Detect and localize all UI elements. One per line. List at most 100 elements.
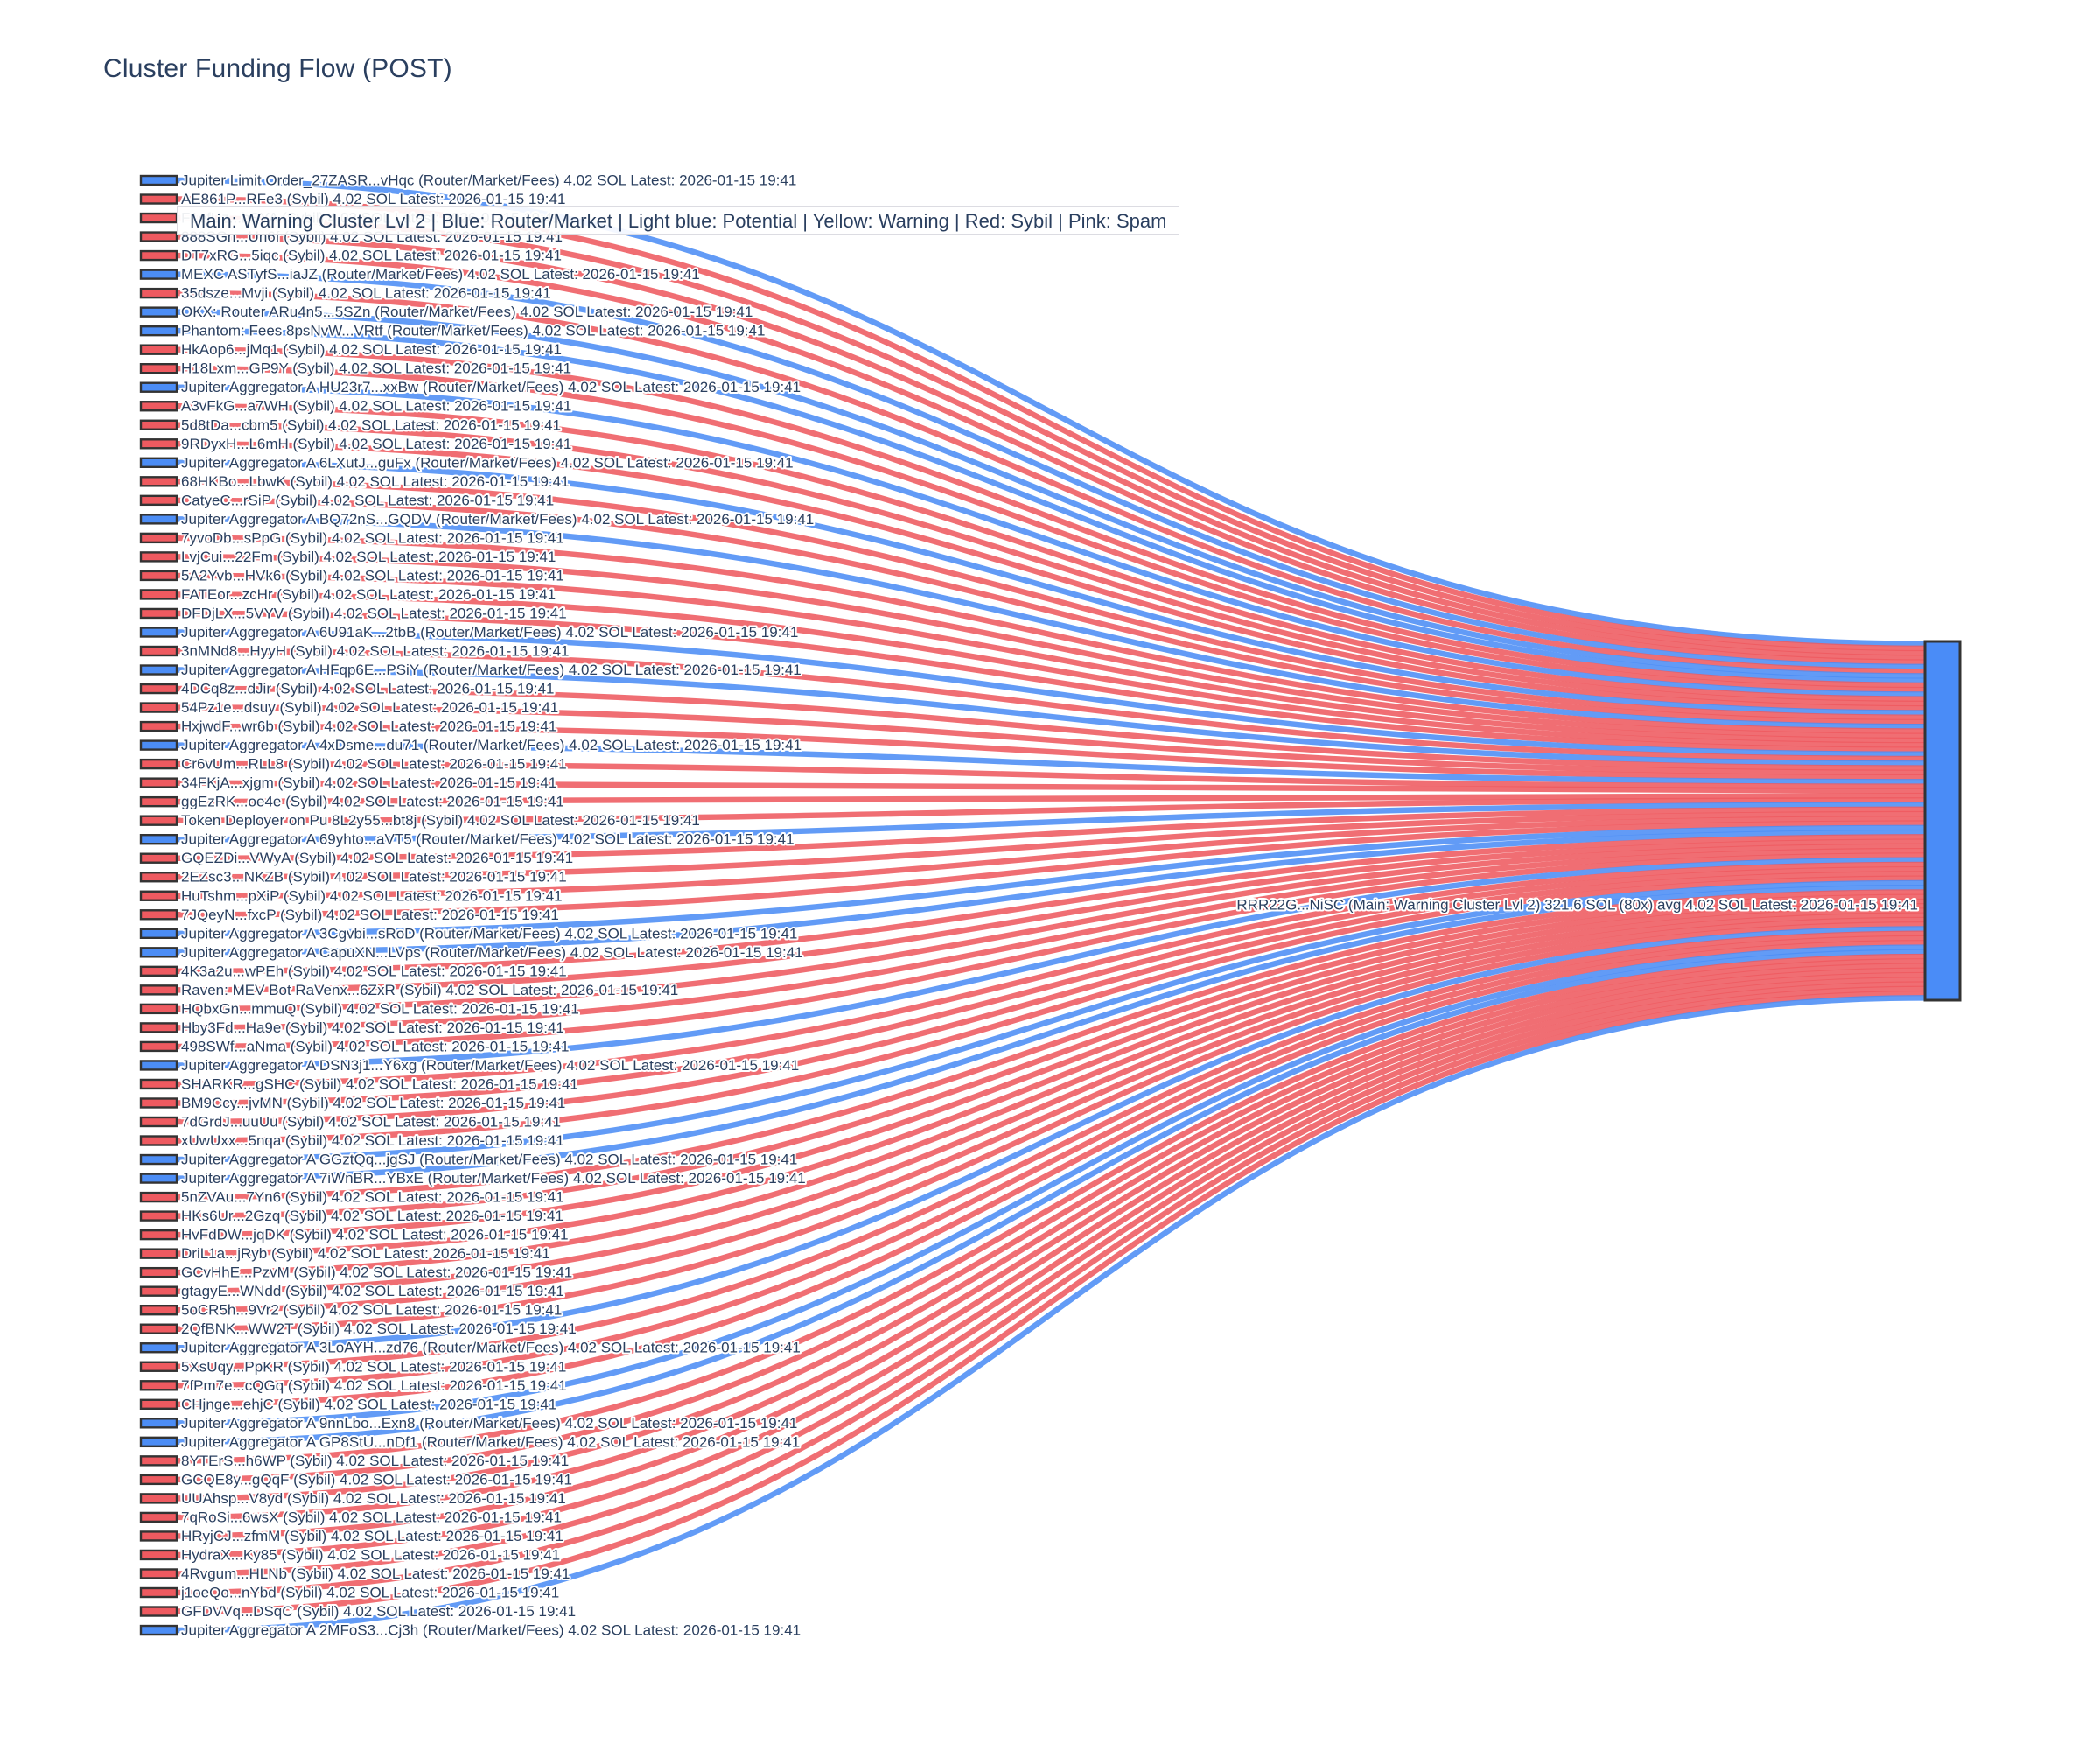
source-node[interactable] — [139, 777, 178, 788]
source-node[interactable] — [139, 1361, 178, 1372]
flow-link[interactable] — [176, 976, 1926, 1558]
flow-link[interactable] — [176, 948, 1926, 1446]
source-node[interactable] — [139, 1040, 178, 1053]
flow-link[interactable] — [176, 852, 1926, 1050]
flow-link[interactable] — [176, 365, 1926, 693]
source-node[interactable] — [139, 834, 178, 845]
flow-link[interactable] — [176, 610, 1926, 752]
flow-link[interactable] — [176, 648, 1926, 762]
flow-link[interactable] — [176, 981, 1926, 1577]
source-node[interactable] — [139, 815, 178, 826]
flow-link[interactable] — [176, 857, 1926, 1068]
source-node[interactable] — [139, 984, 178, 996]
source-node[interactable] — [139, 382, 178, 393]
flow-link[interactable] — [176, 843, 1926, 1012]
flow-link[interactable] — [176, 838, 1926, 993]
source-node[interactable] — [139, 193, 178, 205]
flow-link[interactable] — [176, 944, 1926, 1426]
source-node[interactable] — [139, 306, 178, 318]
flow-link[interactable] — [176, 875, 1926, 1144]
source-node[interactable] — [139, 212, 178, 224]
source-node[interactable] — [139, 1606, 178, 1617]
flow-link[interactable] — [176, 516, 1926, 730]
flow-link[interactable] — [176, 792, 1926, 805]
source-node[interactable] — [139, 532, 178, 544]
source-node[interactable] — [139, 551, 178, 563]
source-node[interactable] — [139, 1060, 178, 1071]
source-node[interactable] — [139, 702, 178, 713]
flow-link[interactable] — [176, 985, 1926, 1596]
source-node[interactable] — [139, 1228, 178, 1241]
flow-link[interactable] — [176, 930, 1926, 1369]
flow-link[interactable] — [176, 893, 1926, 1219]
flow-link[interactable] — [176, 403, 1926, 702]
source-node[interactable] — [139, 589, 178, 600]
flow-link[interactable] — [176, 898, 1926, 1238]
flow-link[interactable] — [176, 953, 1926, 1464]
flow-link[interactable] — [176, 907, 1926, 1276]
source-node[interactable] — [139, 1210, 178, 1222]
source-node[interactable] — [139, 1549, 178, 1561]
flow-link[interactable] — [176, 780, 1926, 794]
source-node[interactable] — [139, 1474, 178, 1486]
flow-link[interactable] — [176, 742, 1926, 785]
flow-link[interactable] — [176, 912, 1926, 1294]
flow-link[interactable] — [176, 971, 1926, 1539]
source-node[interactable] — [139, 758, 178, 770]
source-node[interactable] — [139, 890, 178, 901]
source-node[interactable] — [139, 570, 178, 582]
source-node[interactable] — [139, 514, 178, 525]
source-node[interactable] — [139, 325, 178, 337]
flow-link[interactable] — [176, 797, 1926, 823]
source-node[interactable] — [139, 1530, 178, 1542]
flow-link[interactable] — [176, 816, 1926, 899]
source-node[interactable] — [139, 1191, 178, 1203]
flow-link[interactable] — [176, 934, 1926, 1389]
source-node[interactable] — [139, 626, 178, 638]
flow-link[interactable] — [176, 479, 1926, 720]
flow-link[interactable] — [176, 592, 1926, 748]
flow-link[interactable] — [176, 903, 1926, 1256]
flow-link[interactable] — [176, 723, 1926, 780]
flow-link[interactable] — [176, 824, 1926, 937]
flow-link[interactable] — [176, 995, 1926, 1634]
flow-link[interactable] — [176, 309, 1926, 679]
flow-link[interactable] — [176, 802, 1926, 843]
flow-link[interactable] — [176, 327, 1926, 683]
flow-link[interactable] — [176, 234, 1926, 661]
source-node[interactable] — [139, 1248, 178, 1259]
flow-link[interactable] — [176, 685, 1926, 771]
flow-link[interactable] — [176, 926, 1926, 1351]
source-node[interactable] — [139, 1172, 178, 1184]
source-node[interactable] — [139, 1418, 178, 1429]
source-node[interactable] — [139, 1398, 178, 1410]
flow-link[interactable] — [176, 990, 1926, 1614]
source-node[interactable] — [139, 269, 178, 280]
flow-link[interactable] — [176, 384, 1926, 697]
source-node[interactable] — [139, 1624, 178, 1636]
source-node[interactable] — [139, 965, 178, 977]
source-node[interactable] — [139, 872, 178, 883]
flow-link[interactable] — [176, 252, 1926, 665]
source-node[interactable] — [139, 419, 178, 430]
flow-link[interactable] — [176, 962, 1926, 1502]
source-node[interactable] — [139, 1285, 178, 1297]
source-node[interactable] — [139, 682, 178, 695]
source-node[interactable] — [139, 1078, 178, 1090]
source-node[interactable] — [139, 287, 178, 299]
flow-link[interactable] — [176, 820, 1926, 918]
flow-link[interactable] — [176, 921, 1926, 1332]
source-node[interactable] — [139, 363, 178, 374]
source-node[interactable] — [139, 1323, 178, 1334]
flow-link[interactable] — [176, 810, 1926, 880]
source-node[interactable] — [139, 457, 178, 468]
flow-link[interactable] — [176, 535, 1926, 734]
flow-link[interactable] — [176, 847, 1926, 1031]
flow-link[interactable] — [176, 879, 1926, 1163]
source-node[interactable] — [139, 1022, 178, 1033]
source-node[interactable] — [139, 344, 178, 355]
flow-link[interactable] — [176, 829, 1926, 956]
flow-link[interactable] — [176, 554, 1926, 738]
flow-link[interactable] — [176, 871, 1926, 1125]
flow-link[interactable] — [176, 629, 1926, 758]
